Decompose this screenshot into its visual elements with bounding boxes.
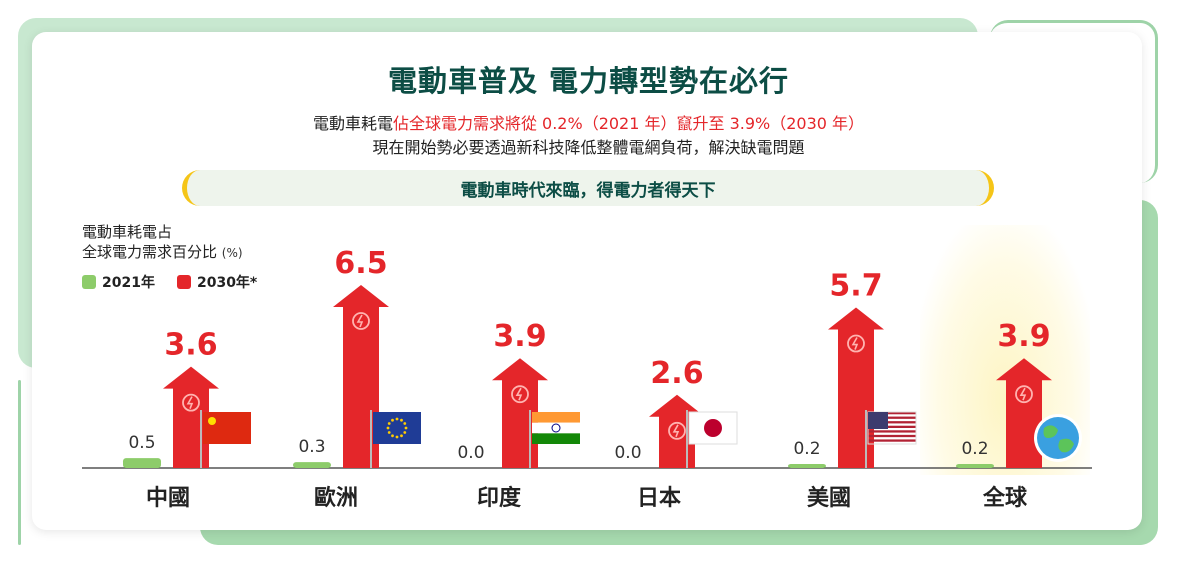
y-axis-label-line2: 全球電力需求百分比: [82, 243, 218, 261]
y-axis-label-line1: 電動車耗電占: [82, 223, 173, 241]
japan-flag-icon: [688, 411, 738, 445]
legend-label-2021: 2021年: [102, 275, 155, 291]
bolt-icon-5: [1019, 387, 1027, 401]
eu-flag-star: [403, 422, 407, 425]
legend-swatch-green: [82, 275, 96, 289]
usa-flag-stripe: [868, 439, 916, 442]
charging-icon-0: [182, 393, 200, 412]
page-title: 電動車普及 電力轉型勢在必行: [387, 64, 790, 98]
bar-2021-4: [788, 464, 826, 468]
legend-label-2030: 2030年*: [196, 275, 258, 291]
china-flag-star: [208, 417, 216, 425]
legend: 2021年 2030年*: [82, 272, 257, 292]
legend-item-2021: 2021年: [82, 272, 155, 292]
eu-flag-star: [391, 434, 394, 438]
subtitle-highlight: 佔全球電力需求將從 0.2%（2021 年）竄升至 3.9%（2030 年）: [392, 114, 865, 133]
subtitle-part-1: 電動車耗電: [312, 114, 393, 133]
eu-flag-star: [400, 418, 403, 422]
y-axis-unit: (%): [221, 246, 243, 260]
eu-flag-star: [403, 431, 407, 434]
data-label-2021-5: 0.2: [961, 439, 988, 459]
globe-icon: [1037, 417, 1079, 459]
data-label-2021-1: 0.3: [298, 437, 325, 457]
bolt-icon-3: [672, 424, 680, 438]
charging-icon-4: [847, 334, 865, 353]
bar-2021-5: [956, 464, 994, 468]
data-label-2021-2: 0.0: [457, 443, 484, 463]
eu-flag-icon: [373, 412, 421, 444]
usa-flag-stripe: [868, 425, 916, 428]
usa-flag-stripe: [868, 416, 916, 419]
data-label-2030-1: 6.5: [334, 246, 387, 281]
bolt-icon-0: [186, 396, 194, 409]
data-label-2021-3: 0.0: [614, 443, 641, 463]
charging-icon-1: [352, 312, 370, 330]
category-label-0: 中國: [146, 486, 190, 511]
bolt-icon-4: [851, 337, 859, 350]
category-label-3: 日本: [637, 486, 681, 511]
category-label-5: 全球: [982, 485, 1028, 511]
data-label-2030-5: 3.9: [997, 319, 1050, 354]
globe-land-2: [1058, 438, 1074, 453]
data-label-2030-4: 5.7: [829, 269, 882, 304]
usa-flag-stripe: [868, 434, 916, 438]
eu-flag-star: [395, 417, 399, 421]
india-flag-green: [532, 433, 580, 444]
bar-2021-1: [293, 462, 331, 468]
legend-swatch-red: [176, 275, 191, 289]
data-label-2030-0: 3.6: [164, 328, 217, 363]
eu-flag-star: [395, 435, 399, 439]
bar-2021-0: [123, 458, 161, 468]
background-line: [18, 380, 21, 545]
background-outline-right: [990, 20, 1158, 183]
india-flag-white: [532, 422, 580, 434]
banner: 電動車時代來臨，得電力者得天下: [182, 170, 994, 206]
eu-flag-star: [387, 431, 391, 434]
data-label-2021-4: 0.2: [793, 439, 820, 459]
data-label-2030-3: 2.6: [650, 356, 703, 391]
data-label-2030-2: 3.9: [493, 319, 546, 354]
bolt-icon-1: [356, 314, 364, 328]
legend-item-2030: 2030年*: [176, 272, 258, 292]
charging-icon-2: [511, 385, 529, 404]
usa-flag-stripe: [868, 421, 916, 424]
bolt-icon-2: [515, 387, 523, 401]
charging-icon-3: [668, 421, 686, 440]
india-flag-chakra: [551, 423, 561, 433]
charging-icon-5: [1015, 385, 1033, 404]
category-label-1: 歐洲: [314, 485, 358, 511]
india-flag-icon: [532, 412, 580, 423]
usa-flag-canton: [868, 412, 888, 429]
eu-flag-star: [386, 426, 390, 430]
category-label-2: 印度: [477, 485, 522, 511]
japan-flag-sun: [704, 419, 722, 437]
subtitle-line-2: 現在開始勢必要透過新科技降低整體電網負荷，解決缺電問題: [372, 138, 805, 157]
eu-flag-star: [391, 418, 394, 422]
category-label-4: 美國: [807, 485, 851, 511]
eu-flag-star: [400, 434, 403, 438]
y-axis-label: 電動車耗電占 全球電力需求百分比 (%): [82, 222, 243, 263]
usa-flag-stripe: [868, 430, 916, 433]
data-label-2021-0: 0.5: [128, 433, 155, 453]
subtitle-line-1: 電動車耗電佔全球電力需求將從 0.2%（2021 年）竄升至 3.9%（2030…: [0, 110, 1177, 134]
eu-flag-star: [404, 426, 408, 430]
eu-flag-star: [387, 422, 391, 425]
china-flag-icon: [203, 412, 251, 444]
globe-land-1: [1043, 425, 1058, 438]
usa-flag-stripe: [868, 412, 916, 415]
